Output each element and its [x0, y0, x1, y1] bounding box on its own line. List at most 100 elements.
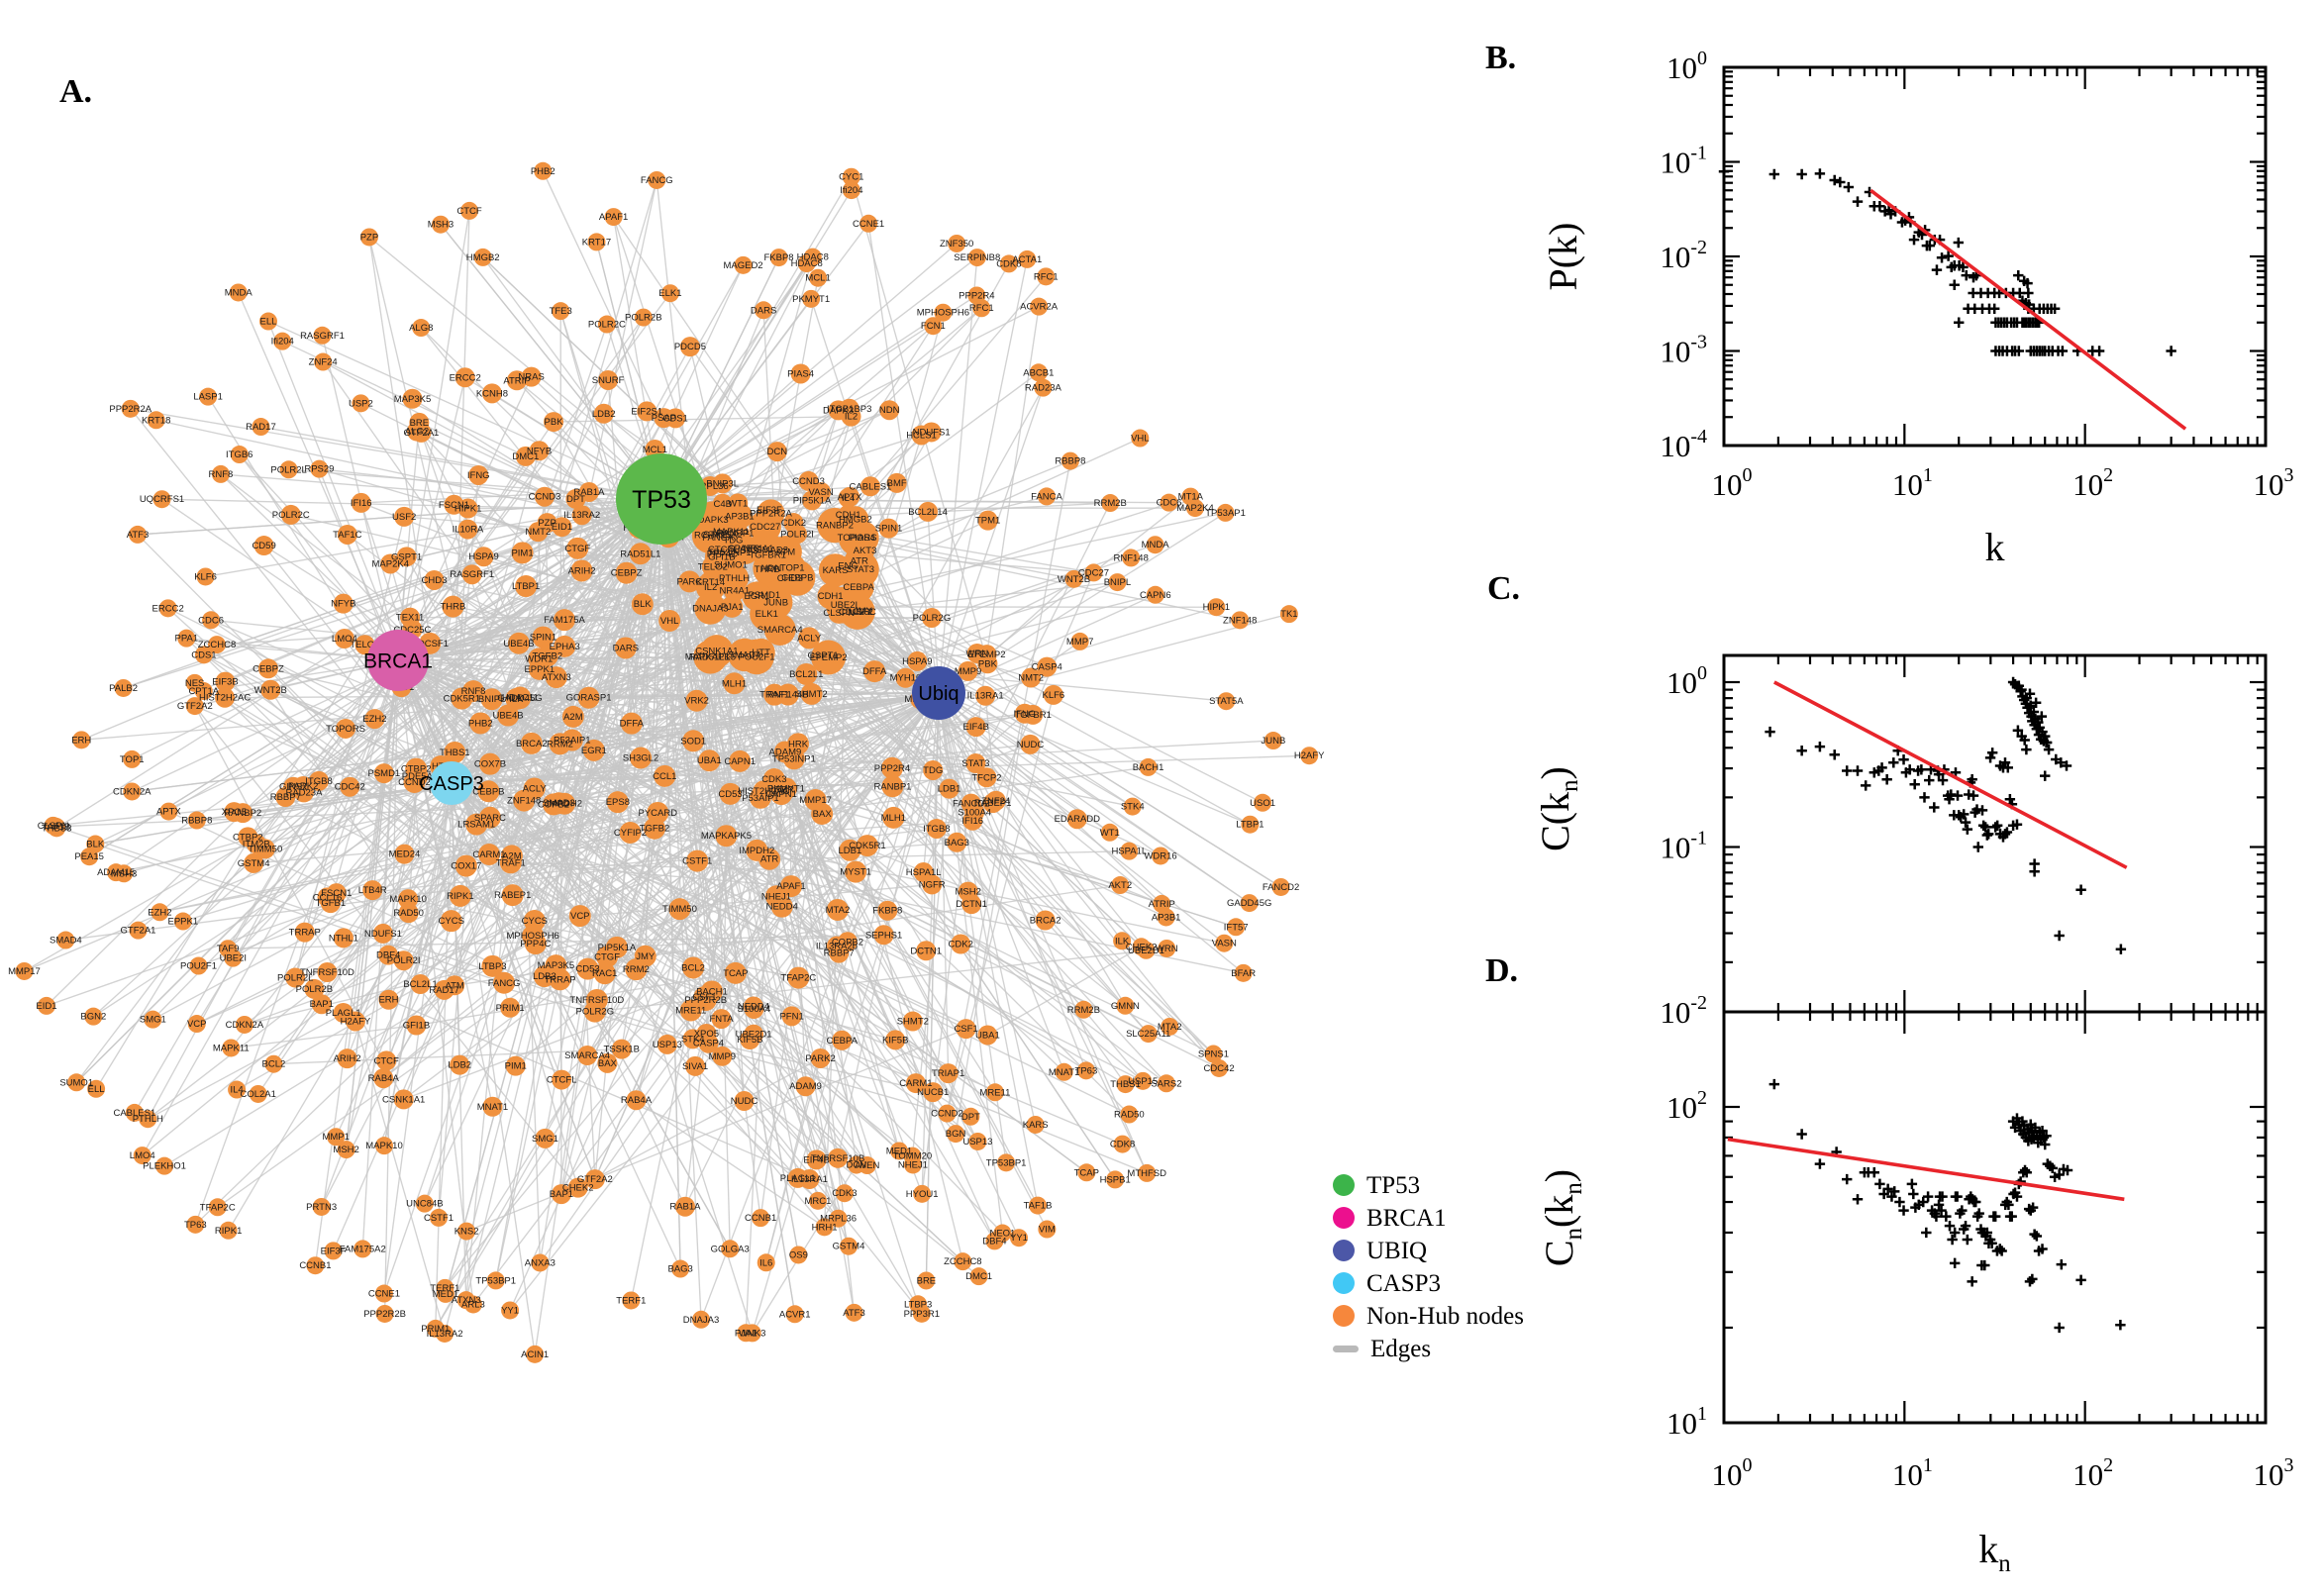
network-edge — [409, 617, 579, 1188]
gene-node — [1231, 611, 1250, 630]
gene-node — [593, 403, 614, 424]
data-point — [1814, 1158, 1826, 1169]
gene-node — [859, 476, 880, 497]
network-edge — [134, 659, 399, 1114]
gene-node — [159, 802, 178, 821]
y-tick-label: 10-2 — [1660, 992, 1707, 1030]
gene-node — [1100, 823, 1119, 842]
gene-node — [486, 1271, 505, 1290]
legend-label: UBIQ — [1366, 1237, 1428, 1264]
data-point — [2029, 866, 2040, 877]
x-tick-label: 101 — [1892, 1454, 1933, 1492]
network-edge — [326, 498, 662, 973]
data-point — [2021, 744, 2032, 755]
data-point — [2029, 1229, 2040, 1240]
data-point — [1962, 824, 1973, 835]
data-point — [2115, 1320, 2126, 1331]
legend-label: Non-Hub nodes — [1366, 1302, 1525, 1330]
gene-node — [273, 332, 292, 350]
network-edge — [142, 700, 697, 1156]
network-edge — [938, 692, 1126, 1007]
data-point — [2054, 930, 2065, 942]
network-edge — [382, 659, 399, 934]
data-point — [1796, 746, 1807, 756]
network-edge — [636, 1099, 825, 1228]
legend-label: TP53 — [1366, 1171, 1421, 1199]
gene-node — [394, 506, 415, 527]
legend-item-edges: Edges — [1333, 1336, 1524, 1361]
network-edge — [294, 516, 405, 978]
gene-node — [1160, 493, 1178, 512]
data-point — [1874, 201, 1885, 212]
gene-node — [151, 903, 169, 922]
network-edge — [435, 782, 453, 1329]
network-edge — [510, 861, 792, 887]
network-edge — [396, 652, 735, 684]
data-point — [1919, 792, 1930, 803]
network-edge — [130, 408, 662, 500]
data-point — [1829, 749, 1840, 760]
gene-node — [787, 966, 810, 989]
gene-node — [859, 214, 878, 233]
data-point — [1835, 176, 1846, 188]
network-edge — [678, 908, 706, 998]
gene-node — [723, 672, 746, 695]
network-edge — [332, 498, 662, 1251]
gene-node — [969, 1267, 988, 1286]
network-edge — [955, 713, 1026, 1135]
data-point — [1929, 802, 1940, 813]
data-point — [1986, 748, 1998, 758]
network-edge — [244, 651, 762, 1026]
network-edge — [459, 756, 642, 897]
network-edge — [559, 698, 921, 745]
gene-node — [1035, 910, 1056, 931]
network-edge — [263, 545, 453, 784]
data-point — [1967, 1276, 1977, 1287]
network-edge — [80, 498, 662, 741]
network-edge — [302, 498, 662, 787]
network-edge — [81, 697, 589, 742]
gene-node — [211, 464, 230, 483]
network-edge — [938, 692, 1123, 942]
gene-node — [1028, 1196, 1047, 1215]
network-edge — [938, 606, 1217, 694]
gene-node — [280, 504, 301, 525]
gene-node — [535, 1128, 556, 1148]
network-edge — [210, 619, 453, 784]
network-edge — [445, 498, 662, 1295]
plot-box — [1722, 65, 2268, 448]
gene-node — [311, 994, 332, 1015]
y-axis-title: C(kn​) — [1533, 766, 1583, 851]
network-edge — [465, 1028, 966, 1233]
legend-color-dot — [1333, 1207, 1355, 1229]
network-edge — [660, 294, 977, 500]
panel-label-b: B. — [1485, 40, 1517, 76]
network-edge — [547, 654, 888, 912]
network-edge — [273, 1047, 622, 1065]
panel-label-d: D. — [1485, 952, 1519, 989]
network-edge — [849, 408, 940, 694]
network-edge — [938, 692, 1087, 1071]
data-point — [2013, 269, 2024, 281]
y-tick-label: 10-1 — [1660, 143, 1707, 180]
network-edge — [232, 723, 633, 959]
network-edge — [586, 498, 662, 969]
network-edge — [851, 176, 989, 664]
x-tick-label: 101 — [1892, 464, 1933, 502]
data-point — [1814, 741, 1826, 752]
protein-network-graph: TCAPIfi204H2AFYZCCHC8CDS1MRPL36BAP1CTCFL… — [8, 161, 1325, 1363]
network-edge — [560, 527, 596, 1180]
network-edge — [142, 606, 454, 1156]
x-tick-label: 102 — [2072, 464, 2113, 502]
panel-label-a: A. — [59, 73, 93, 110]
legend-item-tp53: TP53 — [1333, 1172, 1524, 1198]
network-edge — [419, 422, 640, 529]
data-point — [1842, 1173, 1853, 1185]
data-point — [1949, 1257, 1961, 1269]
scatter-points — [1765, 676, 2127, 954]
network-edge — [336, 750, 786, 894]
data-point — [2023, 287, 2034, 299]
network-edge — [946, 460, 1071, 1114]
network-edge — [532, 498, 662, 937]
